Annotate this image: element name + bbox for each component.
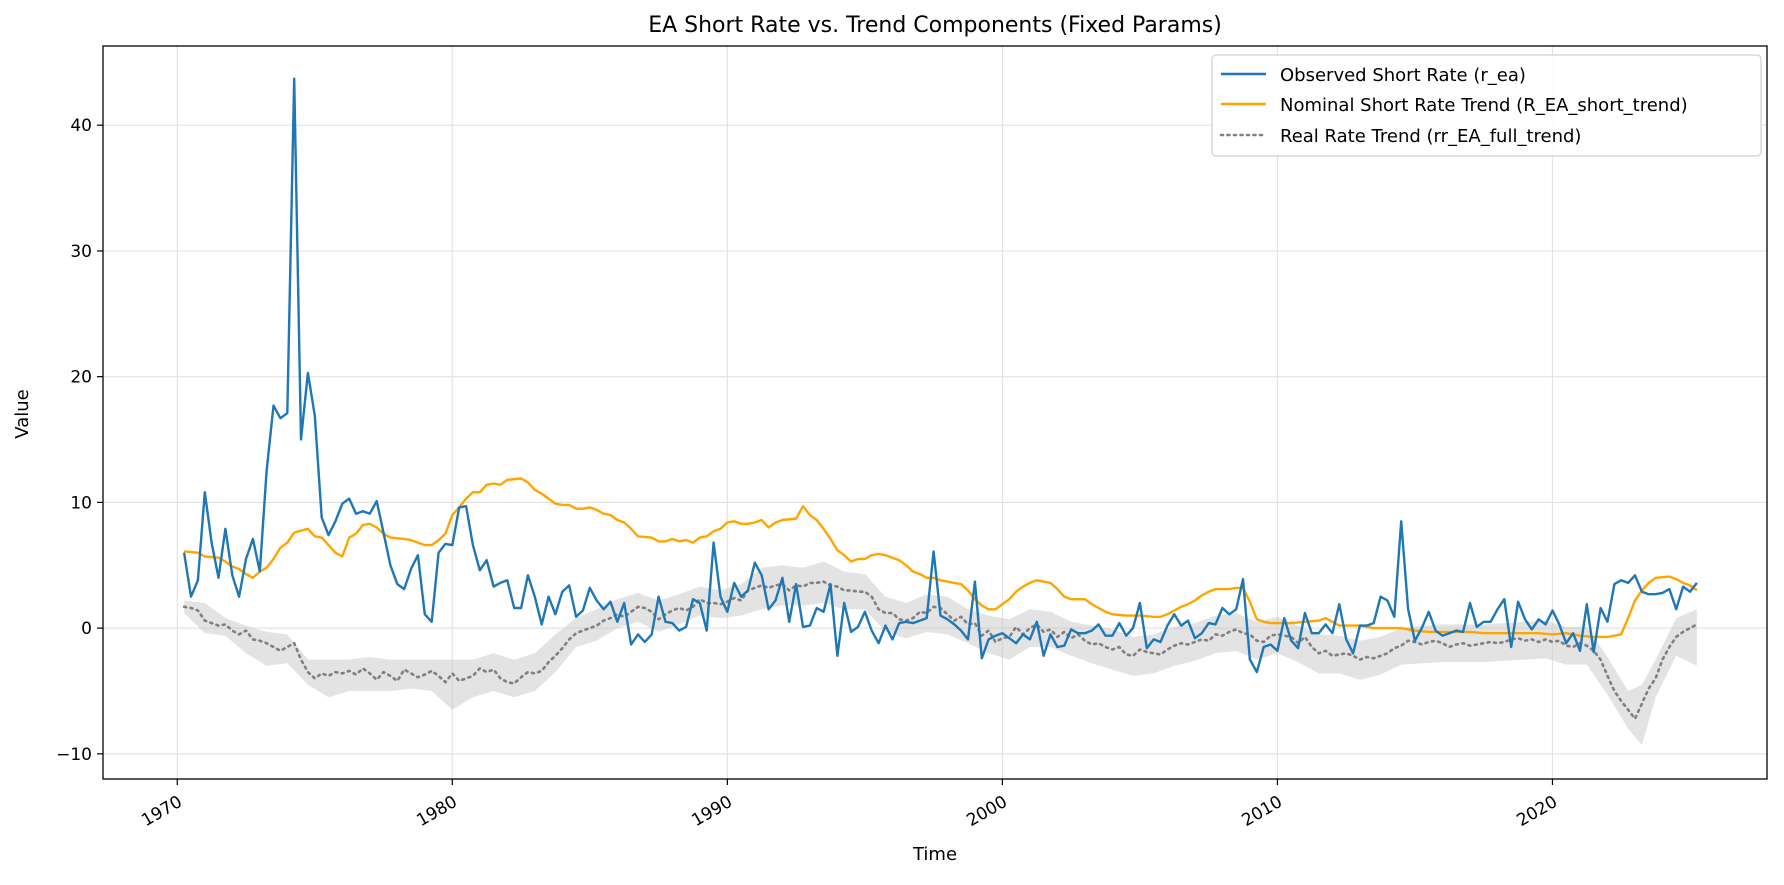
x-tick-label: 1980 xyxy=(413,792,460,831)
confidence-band-layer xyxy=(184,561,1697,746)
series-line-observed xyxy=(182,77,1698,674)
chart-title: EA Short Rate vs. Trend Components (Fixe… xyxy=(648,13,1222,38)
y-tick-label: 20 xyxy=(70,368,92,388)
legend-label-nominal-trend: Nominal Short Rate Trend (R_EA_short_tre… xyxy=(1280,95,1688,116)
y-axis-title: Value xyxy=(12,389,33,438)
legend-frame xyxy=(1211,54,1762,157)
x-tick-label: 2010 xyxy=(1238,792,1285,831)
series-layer xyxy=(182,77,1699,721)
y-tick-label: 30 xyxy=(70,242,92,262)
x-tick-label: 2020 xyxy=(1513,792,1560,831)
y-tick-label: 10 xyxy=(70,493,92,513)
grid xyxy=(103,46,1767,779)
plot-area-frame xyxy=(102,45,1768,780)
x-axis-title: Time xyxy=(912,844,957,865)
y-tick-label: 40 xyxy=(70,116,92,136)
y-tick-label: 0 xyxy=(81,619,92,639)
legend-label-real-trend: Real Rate Trend (rr_EA_full_trend) xyxy=(1280,126,1581,147)
x-tick-label: 1990 xyxy=(688,792,735,831)
x-axis: 1970 1980 1990 2000 2010 2020 xyxy=(138,779,1561,831)
x-tick-label: 2000 xyxy=(963,792,1010,831)
legend: Observed Short Rate (r_ea) Nominal Short… xyxy=(1211,54,1762,157)
y-axis: −10 0 10 20 30 40 xyxy=(56,116,103,765)
y-tick-label: −10 xyxy=(56,745,92,765)
x-tick-label: 1970 xyxy=(138,792,185,831)
real-rate-trend-band xyxy=(184,561,1697,746)
legend-label-observed: Observed Short Rate (r_ea) xyxy=(1280,65,1526,86)
